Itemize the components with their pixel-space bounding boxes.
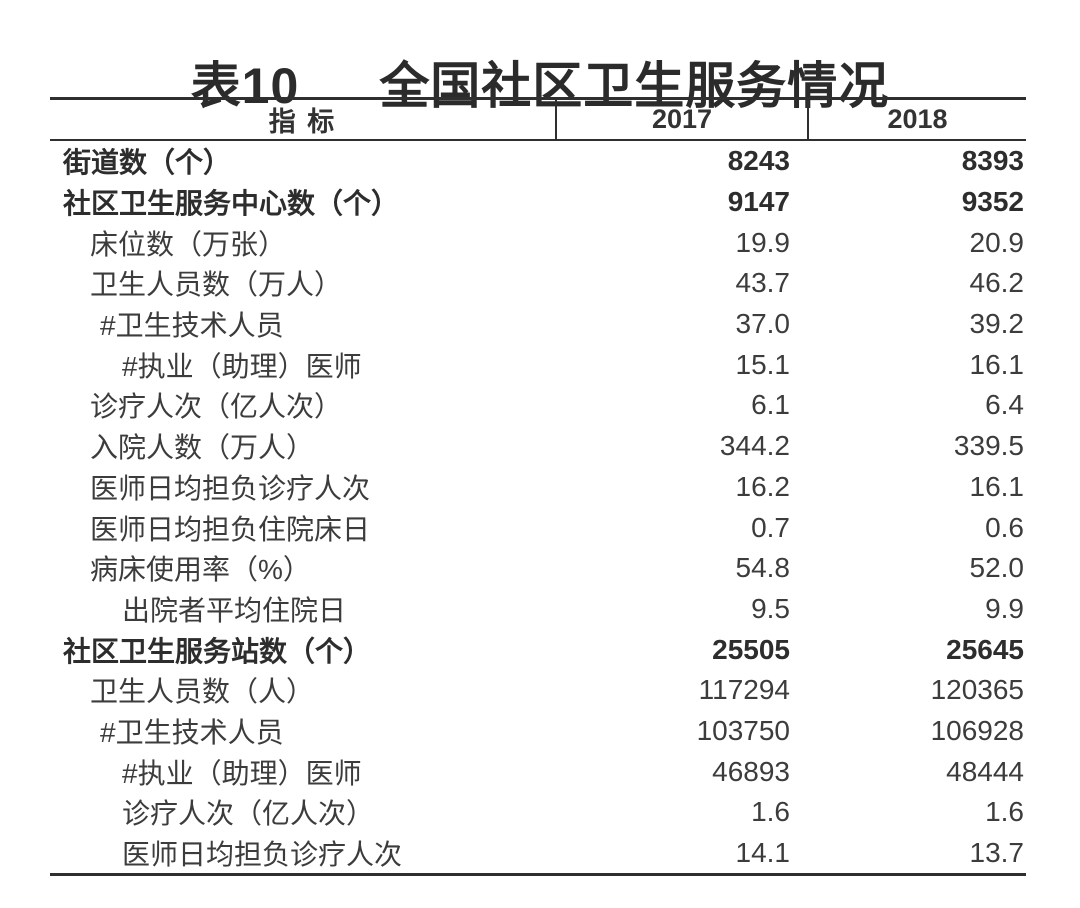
- value-2018: 20.9: [969, 226, 1025, 258]
- table-body: 街道数（个） 8243 8393 社区卫生服务中心数（个） 9147 9352 …: [50, 141, 1026, 877]
- row-label: #卫生技术人员: [100, 716, 284, 748]
- value-2018: 8393: [961, 145, 1024, 177]
- value-2018: 0.6: [985, 511, 1024, 543]
- value-2017: 6.1: [751, 389, 790, 421]
- value-2017: 0.7: [751, 511, 790, 543]
- table-row: 街道数（个） 8243 8393: [50, 141, 1026, 182]
- header-cell-2017: 2017: [555, 100, 807, 139]
- row-label: 病床使用率（%）: [90, 554, 311, 586]
- row-label: 卫生人员数（人）: [90, 676, 315, 708]
- table-row: 床位数（万张） 19.9 20.9: [50, 222, 1026, 263]
- row-label: 出院者平均住院日: [122, 594, 347, 626]
- value-2017: 344.2: [719, 430, 790, 462]
- value-2018: 13.7: [969, 837, 1025, 869]
- row-label: 床位数（万张）: [90, 228, 287, 260]
- table-row: 医师日均担负诊疗人次 16.2 16.1: [50, 467, 1026, 508]
- value-2017: 46893: [712, 755, 790, 787]
- value-2017: 37.0: [735, 308, 791, 340]
- header-cell-2018: 2018: [807, 100, 1026, 139]
- value-2017: 9147: [727, 186, 790, 218]
- table-row: 社区卫生服务中心数（个） 9147 9352: [50, 182, 1026, 223]
- table-row: #卫生技术人员 103750 106928: [50, 711, 1026, 752]
- row-label: 诊疗人次（亿人次）: [90, 391, 343, 423]
- table-row: 社区卫生服务站数（个） 25505 25645: [50, 629, 1026, 670]
- value-2017: 15.1: [735, 348, 791, 380]
- value-2017: 25505: [712, 633, 790, 665]
- value-2017: 14.1: [735, 837, 791, 869]
- value-2017: 8243: [727, 145, 790, 177]
- row-label: 卫生人员数（万人）: [90, 269, 343, 301]
- value-2017: 19.9: [735, 226, 791, 258]
- value-2018: 6.4: [985, 389, 1024, 421]
- row-label: 入院人数（万人）: [90, 432, 315, 464]
- table-number: 表10: [190, 57, 300, 114]
- table-row: 医师日均担负诊疗人次 14.1 13.7: [50, 833, 1026, 874]
- table-row: 入院人数（万人） 344.2 339.5: [50, 426, 1026, 467]
- row-label: 街道数（个）: [63, 147, 232, 179]
- table-title-text: 全国社区卫生服务情况: [379, 57, 890, 114]
- value-2018: 339.5: [953, 430, 1024, 462]
- value-2017: 117294: [698, 674, 790, 706]
- row-label: #执业（助理）医师: [122, 757, 362, 789]
- value-2018: 16.1: [969, 348, 1025, 380]
- value-2018: 48444: [946, 755, 1024, 787]
- value-2017: 9.5: [751, 592, 790, 624]
- row-label: #执业（助理）医师: [122, 350, 362, 382]
- row-label: 社区卫生服务站数（个）: [63, 635, 372, 667]
- value-2017: 1.6: [751, 796, 790, 828]
- value-2018: 25645: [946, 633, 1024, 665]
- table-row: 卫生人员数（万人） 43.7 46.2: [50, 263, 1026, 304]
- value-2017: 16.2: [735, 470, 791, 502]
- row-label: 医师日均担负住院床日: [90, 513, 371, 545]
- value-2018: 16.1: [969, 470, 1025, 502]
- value-2018: 9.9: [985, 592, 1024, 624]
- value-2018: 1.6: [985, 796, 1024, 828]
- value-2018: 52.0: [969, 552, 1025, 584]
- table-title: 表10 全国社区卫生服务情况: [0, 58, 1080, 114]
- statistics-table: 指 标 2017 2018 街道数（个） 8243 8393 社区卫生服务中心数…: [50, 97, 1026, 877]
- table-row: #执业（助理）医师 15.1 16.1: [50, 344, 1026, 385]
- header-cell-indicator: 指 标: [268, 107, 337, 137]
- table-row: 诊疗人次（亿人次） 1.6 1.6: [50, 792, 1026, 833]
- table-row: 医师日均担负住院床日 0.7 0.6: [50, 507, 1026, 548]
- table-header-row: 指 标 2017 2018: [50, 97, 1026, 141]
- row-label: 诊疗人次（亿人次）: [122, 798, 375, 830]
- value-2018: 120365: [930, 674, 1024, 706]
- row-label: 医师日均担负诊疗人次: [90, 472, 371, 504]
- table-row: #执业（助理）医师 46893 48444: [50, 751, 1026, 792]
- row-label: #卫生技术人员: [100, 310, 284, 342]
- value-2018: 106928: [930, 714, 1024, 746]
- value-2018: 39.2: [969, 308, 1025, 340]
- table-row: 病床使用率（%） 54.8 52.0: [50, 548, 1026, 589]
- value-2018: 46.2: [969, 267, 1025, 299]
- row-label: 医师日均担负诊疗人次: [122, 839, 403, 871]
- table-row: 卫生人员数（人） 117294 120365: [50, 670, 1026, 711]
- table-row: 诊疗人次（亿人次） 6.1 6.4: [50, 385, 1026, 426]
- value-2018: 9352: [961, 186, 1024, 218]
- table-row: #卫生技术人员 37.0 39.2: [50, 304, 1026, 345]
- value-2017: 54.8: [735, 552, 791, 584]
- value-2017: 103750: [696, 714, 790, 746]
- row-label: 社区卫生服务中心数（个）: [63, 188, 400, 220]
- value-2017: 43.7: [735, 267, 791, 299]
- table-row: 出院者平均住院日 9.5 9.9: [50, 589, 1026, 630]
